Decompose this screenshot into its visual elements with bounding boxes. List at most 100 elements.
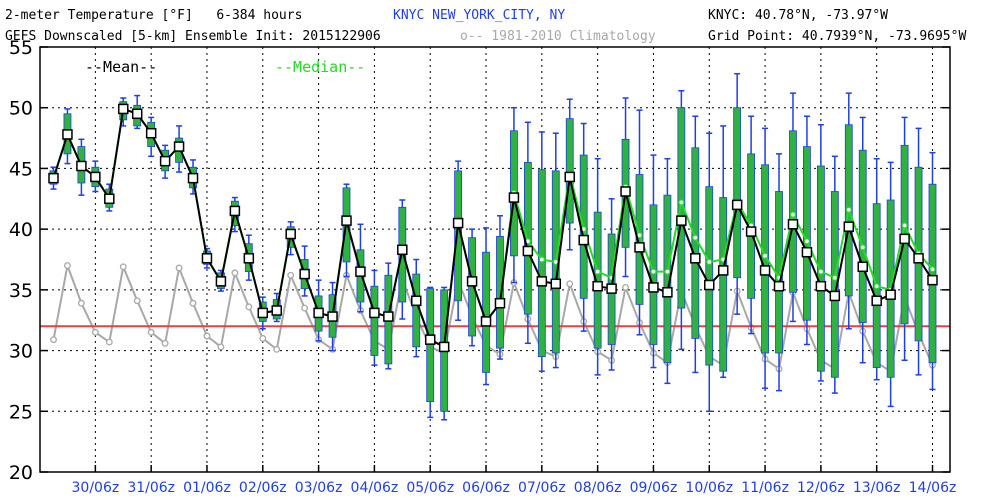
x-tick-label: 04/06z: [351, 480, 399, 496]
mean-point: [90, 171, 101, 183]
climatology-point: [566, 280, 574, 288]
climatology-point: [147, 328, 155, 336]
y-tick-label: 25: [9, 401, 33, 423]
x-tick-label: 31/06z: [127, 480, 175, 496]
legend-mean: --Mean--: [85, 58, 157, 76]
mean-point: [536, 276, 548, 287]
interquartile-box: [803, 146, 811, 321]
mean-point: [676, 215, 687, 226]
x-tick-label: 05/06z: [406, 480, 454, 496]
median-point: [859, 244, 866, 251]
climatology-point: [64, 262, 71, 270]
climatology-point: [245, 303, 253, 311]
median-point: [538, 256, 545, 263]
y-tick-label: 45: [9, 158, 33, 180]
climatology-point: [77, 299, 85, 307]
interquartile-box: [537, 169, 546, 358]
x-tick-label: 08/06z: [574, 480, 622, 496]
interquartile-box: [370, 285, 379, 356]
median-point: [803, 238, 811, 245]
mean-point: [131, 108, 143, 120]
interquartile-box: [928, 183, 937, 364]
mean-point: [229, 205, 241, 217]
mean-point: [620, 186, 631, 197]
mean-point: [801, 246, 813, 258]
median-point: [845, 206, 852, 213]
climatology-line: [52, 261, 934, 373]
ensemble-spread: [872, 157, 881, 381]
mean-point: [717, 265, 729, 276]
station-coords: KNYC: 40.78°N, -73.97°W: [708, 8, 889, 23]
x-tick-label: 02/06z: [239, 480, 287, 496]
mean-point: [438, 341, 450, 353]
mean-point: [397, 244, 408, 256]
mean-point: [466, 276, 478, 287]
y-tick-label: 50: [9, 98, 33, 120]
mean-point: [927, 274, 938, 286]
grid-point-coords: Grid Point: 40.7939°N, -73.9695°W: [708, 29, 967, 44]
ensemble-spread: [482, 227, 490, 386]
mean-point: [508, 192, 520, 203]
legend-median: --Median--: [275, 58, 365, 76]
mean-point: [857, 261, 868, 273]
climatology-point: [50, 336, 57, 344]
interquartile-box: [733, 107, 742, 279]
x-tick-label: 14/06z: [909, 480, 957, 496]
median-point: [650, 268, 657, 275]
interquartile-box: [858, 149, 867, 324]
ensemble-spread: [635, 109, 644, 336]
climatology-point: [175, 264, 183, 272]
interquartile-box: [426, 288, 435, 402]
title-line-1: 2-meter Temperature [°F] 6-384 hours: [5, 8, 303, 23]
mean-point: [564, 171, 575, 183]
median-point: [594, 268, 601, 275]
mean-point: [62, 129, 73, 140]
mean-point: [313, 307, 324, 319]
x-tick-label: 03/06z: [295, 480, 343, 496]
mean-point: [159, 155, 171, 167]
ensemble-spread: [454, 160, 463, 321]
interquartile-box: [593, 211, 602, 349]
mean-point: [773, 280, 785, 292]
mean-point: [759, 265, 771, 276]
mean-point: [243, 253, 255, 264]
ensemble-spread: [468, 228, 476, 347]
mean-point: [606, 283, 617, 294]
climatology-point: [189, 299, 197, 307]
mean-point: [550, 278, 562, 290]
mean-point: [829, 290, 841, 302]
x-tick-label: 09/06z: [630, 480, 678, 496]
mean-point: [662, 287, 673, 298]
mean-point: [787, 219, 799, 230]
mean-point: [104, 193, 115, 205]
mean-point: [452, 217, 464, 229]
climatology-point: [217, 343, 225, 351]
climatology-legend: o-- 1981-2010 Climatology: [460, 29, 656, 44]
median-point: [901, 222, 908, 229]
mean-point: [745, 226, 757, 237]
y-tick-label: 30: [9, 341, 33, 363]
mean-point: [634, 242, 645, 253]
climatology-point: [203, 332, 211, 340]
ensemble-spread: [649, 154, 658, 369]
interquartile-box: [705, 186, 714, 366]
climatology-point: [622, 283, 629, 291]
ensemble-spread: [426, 286, 435, 419]
climatology-point: [273, 345, 281, 353]
mean-point: [48, 172, 59, 184]
median-point: [761, 252, 769, 259]
y-tick-label: 40: [9, 219, 33, 241]
mean-point: [522, 245, 534, 257]
ensemble-spread: [816, 123, 825, 382]
climatology-point: [91, 328, 99, 336]
climatology-point: [259, 334, 267, 342]
ensemble-spread: [719, 125, 728, 379]
station-name: KNYC NEW_YORK_CITY, NY: [393, 8, 566, 23]
x-tick-label: 10/06z: [685, 480, 733, 496]
y-tick-label: 55: [9, 37, 33, 59]
climatology-point: [105, 338, 113, 346]
median-point: [664, 268, 671, 275]
mean-point: [578, 234, 589, 246]
mean-point: [271, 305, 282, 316]
